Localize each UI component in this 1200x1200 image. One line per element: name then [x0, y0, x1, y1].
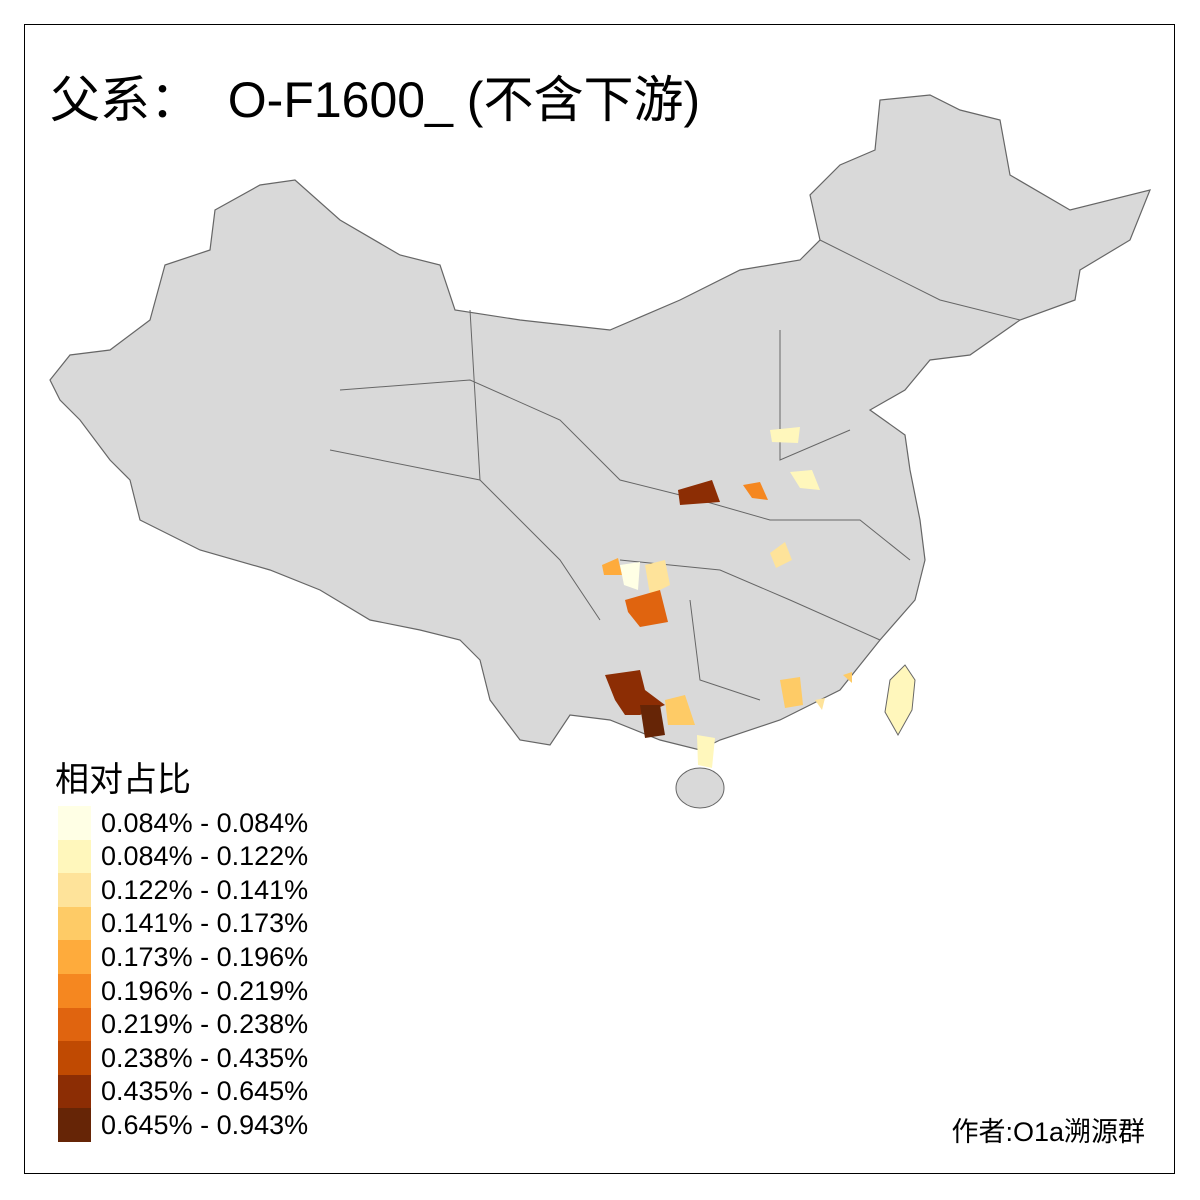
highlighted-region	[790, 470, 820, 490]
highlighted-region	[602, 558, 622, 575]
hainan	[675, 767, 725, 809]
legend-item: 0.173% - 0.196%	[58, 940, 309, 975]
legend-item: 0.238% - 0.435%	[58, 1041, 309, 1076]
legend-item: 0.435% - 0.645%	[58, 1074, 309, 1109]
highlighted-region	[780, 677, 803, 708]
legend-item: 0.196% - 0.219%	[58, 974, 308, 1008]
legend-label: 0.196% - 0.219%	[101, 975, 309, 1006]
legend-swatch	[58, 873, 91, 908]
highlighted-region	[770, 427, 800, 443]
highlighted-region	[605, 670, 665, 715]
frame	[24, 24, 1175, 1174]
legend-item: 0.084% - 0.122%	[58, 839, 309, 874]
legend-label: 0.435% - 0.645%	[101, 1076, 309, 1107]
legend-swatch	[58, 1108, 91, 1143]
legend-swatch	[58, 806, 91, 840]
legend-swatch	[58, 1041, 91, 1076]
highlighted-region	[665, 695, 695, 725]
legend-swatch	[58, 974, 91, 1008]
legend-label: 0.645% - 0.943%	[101, 1109, 309, 1140]
highlighted-regions	[602, 427, 852, 768]
legend-item: 0.084% - 0.084%	[58, 806, 308, 840]
legend-label: 0.084% - 0.122%	[101, 841, 309, 872]
china-base	[49, 94, 1151, 809]
highlighted-region	[678, 480, 720, 505]
legend-swatch	[58, 906, 91, 941]
legend-title: 相对占比	[55, 761, 191, 799]
legend-item: 0.645% - 0.943%	[58, 1108, 309, 1143]
highlighted-region	[625, 590, 668, 627]
highlighted-region	[815, 698, 825, 710]
legend-item: 0.219% - 0.238%	[58, 1007, 309, 1042]
legend-item: 0.122% - 0.141%	[58, 873, 309, 908]
highlighted-region	[697, 735, 715, 768]
highlighted-region	[620, 562, 640, 590]
legend-label: 0.238% - 0.435%	[101, 1042, 309, 1073]
legend-swatch	[58, 1007, 91, 1042]
author-credit: 作者:O1a溯源群	[951, 1117, 1145, 1147]
legend-label: 0.219% - 0.238%	[101, 1009, 309, 1040]
highlighted-region	[645, 560, 670, 595]
highlighted-region	[843, 672, 852, 683]
highlighted-region	[640, 705, 665, 738]
legend-label: 0.084% - 0.084%	[101, 807, 309, 838]
province-borders	[329, 239, 1021, 701]
highlighted-region	[743, 482, 768, 500]
legend-label: 0.173% - 0.196%	[101, 941, 309, 972]
highlighted-region	[770, 542, 792, 568]
taiwan	[884, 664, 916, 737]
map-title: 父系： O-F1600_ (不含下游)	[50, 72, 701, 128]
legend-swatch	[58, 940, 91, 975]
china-mainland	[49, 94, 1151, 751]
legend-item: 0.141% - 0.173%	[58, 906, 309, 941]
legend-swatch	[58, 1074, 91, 1109]
legend-label: 0.141% - 0.173%	[101, 908, 309, 939]
legend-label: 0.122% - 0.141%	[101, 874, 309, 905]
legend-swatch	[58, 839, 91, 874]
